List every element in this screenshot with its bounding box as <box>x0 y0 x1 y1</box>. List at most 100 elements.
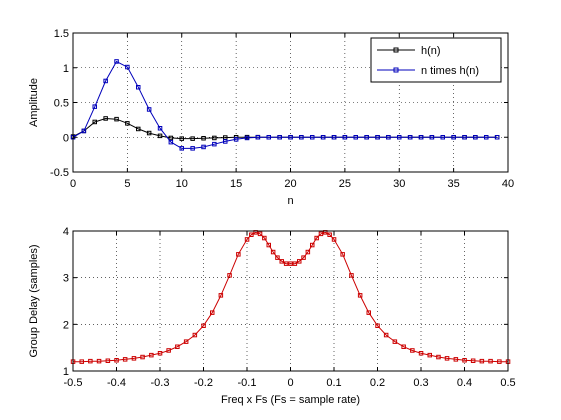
data-point <box>114 59 119 64</box>
x-tick-label: 40 <box>502 178 514 190</box>
data-point <box>201 323 206 328</box>
data-point <box>125 64 130 70</box>
data-point <box>266 242 271 248</box>
x-tick-label: 15 <box>230 178 242 190</box>
data-point <box>136 126 141 132</box>
data-point <box>140 354 145 360</box>
data-point <box>244 237 250 242</box>
data-point <box>125 121 130 126</box>
series-line-0 <box>73 231 508 363</box>
y-tick-label: 0.5 <box>54 98 69 110</box>
data-point <box>103 78 108 84</box>
y-tick-label: 3 <box>63 273 69 285</box>
data-point <box>473 135 478 140</box>
data-point <box>183 339 189 344</box>
data-point <box>275 255 280 260</box>
data-point <box>283 261 289 266</box>
data-point <box>364 135 369 140</box>
data-point <box>331 237 337 242</box>
data-point <box>257 231 263 237</box>
data-point <box>190 146 195 151</box>
data-point <box>375 323 380 328</box>
data-point <box>410 348 415 353</box>
data-point <box>462 135 467 140</box>
data-point <box>146 130 152 136</box>
data-point <box>383 332 389 338</box>
data-point <box>227 273 232 278</box>
legend: h(n) n times h(n) <box>370 37 502 83</box>
data-point <box>392 339 398 344</box>
series-layer <box>70 59 500 151</box>
data-point <box>92 119 97 125</box>
y-axis-label: Amplitude <box>28 78 40 127</box>
data-point <box>320 135 326 140</box>
x-tick-label: 0 <box>70 178 76 190</box>
legend-entry-n-times-h: n times h(n) <box>421 65 479 77</box>
data-point <box>212 141 217 147</box>
data-point <box>453 357 459 362</box>
data-point <box>149 352 154 358</box>
data-point <box>436 354 441 360</box>
data-point <box>494 135 500 140</box>
data-point <box>301 255 306 260</box>
x-axis-label: Freq x Fs (Fs = sample rate) <box>221 394 360 406</box>
data-point <box>418 135 424 140</box>
data-point <box>349 273 354 278</box>
data-point <box>310 242 315 248</box>
data-point <box>210 310 215 315</box>
series-line-1 <box>72 60 498 149</box>
data-point <box>179 146 184 151</box>
y-tick-label: 2 <box>63 319 69 331</box>
data-point <box>479 358 485 364</box>
data-point <box>327 232 332 237</box>
data-point <box>342 135 348 140</box>
legend-marker-h <box>393 47 399 53</box>
data-point <box>470 358 476 363</box>
data-point <box>201 144 206 150</box>
data-point <box>357 293 363 298</box>
data-point <box>179 136 184 141</box>
data-point <box>92 104 97 109</box>
data-point <box>168 139 174 145</box>
x-tick-label: -0.3 <box>151 377 170 389</box>
legend-box <box>370 37 502 83</box>
data-point <box>386 135 391 140</box>
data-point <box>190 136 195 141</box>
data-point <box>157 351 163 356</box>
data-point <box>96 358 102 364</box>
data-point <box>105 358 111 363</box>
data-point <box>201 136 206 141</box>
y-tick-label: 1 <box>63 63 69 75</box>
x-tick-label: 5 <box>124 178 130 190</box>
data-point <box>462 358 467 363</box>
x-tick-label: 30 <box>393 178 405 190</box>
data-point <box>484 135 489 140</box>
x-tick-label: -0.2 <box>194 377 213 389</box>
x-tick-label: 0.2 <box>370 377 385 389</box>
x-tick-label: 20 <box>284 178 296 190</box>
data-point <box>103 116 108 121</box>
data-point <box>297 259 302 264</box>
data-point <box>244 135 250 141</box>
data-point <box>331 135 337 140</box>
y-tick-label: 1.5 <box>54 28 69 40</box>
data-point <box>299 135 304 140</box>
data-point <box>131 356 137 361</box>
data-point <box>314 235 319 241</box>
data-point <box>233 137 239 142</box>
tick-layer: 0 5 10 15 20 25 30 35 40-0.500.511.5 <box>50 28 514 190</box>
x-tick-label: 25 <box>339 178 351 190</box>
legend-marker-n-times-h <box>393 67 399 73</box>
data-point <box>157 126 163 131</box>
data-point <box>318 231 324 237</box>
data-point <box>277 135 282 140</box>
data-point <box>266 135 271 140</box>
data-point <box>305 249 311 255</box>
data-point <box>444 356 450 361</box>
y-tick-label: 4 <box>63 226 69 238</box>
data-point <box>249 232 254 237</box>
x-tick-label: 10 <box>176 178 188 190</box>
data-point <box>175 344 180 349</box>
data-point <box>288 135 293 140</box>
